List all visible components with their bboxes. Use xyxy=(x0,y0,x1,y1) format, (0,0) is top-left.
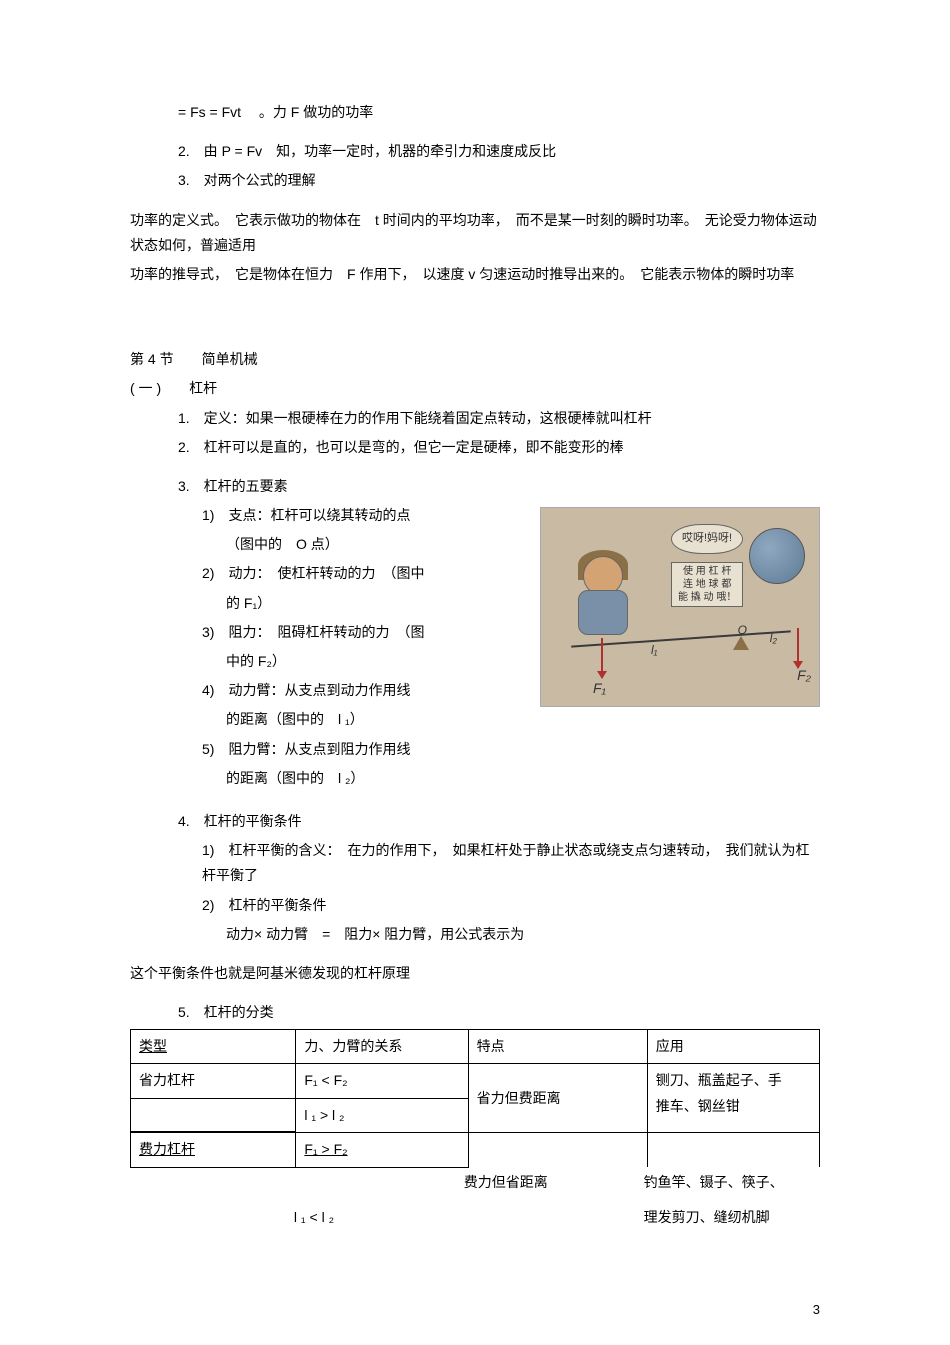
list-item: 4. 杠杆的平衡条件 xyxy=(130,809,820,834)
cell-application: 理发剪刀、缝纫机脚 xyxy=(644,1205,814,1230)
list-item: 3. 杠杆的五要素 xyxy=(130,474,820,499)
speech-bubble: 哎呀!妈呀! xyxy=(671,524,743,554)
paragraph: 这个平衡条件也就是阿基米德发现的杠杆原理 xyxy=(130,961,820,986)
formula-line: 动力× 动力臂 = 阻力× 阻力臂，用公式表示为 xyxy=(130,922,820,947)
subsection-title: ( 一 ) 杠杆 xyxy=(130,376,820,401)
sublist-continuation: 的距离（图中的 l ₁） xyxy=(130,707,820,732)
sublist-continuation: 的距离（图中的 l ₂） xyxy=(130,766,820,791)
label-F1: F₁ xyxy=(593,676,606,701)
detached-table-row: l ₁ < l ₂ 理发剪刀、缝纫机脚 xyxy=(130,1205,820,1230)
col-header: 力、力臂的关系 xyxy=(304,1038,402,1054)
section-title: 第 4 节 简单机械 xyxy=(130,347,820,372)
list-item: 2. 杠杆可以是直的，也可以是弯的，但它一定是硬棒，即不能变形的棒 xyxy=(130,435,820,460)
table-header-row: 类型 力、力臂的关系 特点 应用 xyxy=(131,1030,820,1064)
table-row: 省力杠杆 F₁ < F₂ 省力但费距离 铡刀、瓶盖起子、手 推车、钢丝钳 xyxy=(131,1064,820,1098)
sublist-item: 2) 杠杆的平衡条件 xyxy=(130,893,820,918)
col-header: 类型 xyxy=(139,1038,167,1054)
table-row: 费力杠杆 F₁ > F₂ xyxy=(131,1132,820,1167)
list-item: 3. 对两个公式的理解 xyxy=(130,168,820,193)
cell-feature: 省力但费距离 xyxy=(468,1064,647,1132)
paragraph: 功率的推导式， 它是物体在恒力 F 作用下， 以速度 v 匀速运动时推导出来的。… xyxy=(130,262,820,287)
lever-illustration: 哎呀!妈呀! 使 用 杠 杆 连 地 球 都 能 撬 动 哦！ O l₁ l₂ … xyxy=(540,507,820,707)
detached-table-row: 费力但省距离 钓鱼竿、镊子、筷子、 xyxy=(130,1170,820,1195)
cell-type: 费力杠杆 xyxy=(139,1141,195,1157)
paragraph: 功率的定义式。 它表示做功的物体在 t 时间内的平均功率， 而不是某一时刻的瞬时… xyxy=(130,208,820,258)
archimedes-figure xyxy=(553,548,643,638)
col-header: 应用 xyxy=(656,1038,684,1054)
lever-classification-table: 类型 力、力臂的关系 特点 应用 省力杠杆 F₁ < F₂ 省力但费距离 铡刀、… xyxy=(130,1029,820,1167)
cell-feature: 费力但省距离 xyxy=(464,1170,640,1195)
sign-text: 使 用 杠 杆 连 地 球 都 能 撬 动 哦！ xyxy=(671,562,743,607)
cell-relation: F₁ < F₂ xyxy=(296,1064,468,1098)
col-header: 特点 xyxy=(477,1038,505,1054)
cell-relation: F₁ > F₂ xyxy=(304,1141,347,1157)
label-l2: l₂ xyxy=(770,628,777,650)
formula-line: = Fs = Fvt 。力 F 做功的功率 xyxy=(130,100,820,125)
sublist-item: 1) 杠杆平衡的含义： 在力的作用下， 如果杠杆处于静止状态或绕支点匀速转动， … xyxy=(130,838,820,888)
force-arrow-f1 xyxy=(601,638,603,678)
sublist-item: 5) 阻力臂：从支点到阻力作用线 xyxy=(130,737,820,762)
cell-relation: l ₁ < l ₂ xyxy=(294,1205,460,1230)
cell-application: 钓鱼竿、镊子、筷子、 xyxy=(644,1170,814,1195)
cell-application: 铡刀、瓶盖起子、手 推车、钢丝钳 xyxy=(647,1064,819,1132)
list-item: 5. 杠杆的分类 xyxy=(130,1000,820,1025)
list-item: 2. 由 P = Fv 知，功率一定时，机器的牵引力和速度成反比 xyxy=(130,139,820,164)
earth-icon xyxy=(749,528,805,584)
force-arrow-f2 xyxy=(797,628,799,668)
page-number: 3 xyxy=(813,1298,820,1321)
label-O: O xyxy=(738,620,747,642)
cell-type: 省力杠杆 xyxy=(131,1064,296,1098)
label-l1: l₁ xyxy=(651,640,657,662)
label-F2: F₂ xyxy=(797,663,811,688)
list-item: 1. 定义：如果一根硬棒在力的作用下能绕着固定点转动，这根硬棒就叫杠杆 xyxy=(130,406,820,431)
cell-relation: l ₁ > l ₂ xyxy=(296,1098,468,1132)
